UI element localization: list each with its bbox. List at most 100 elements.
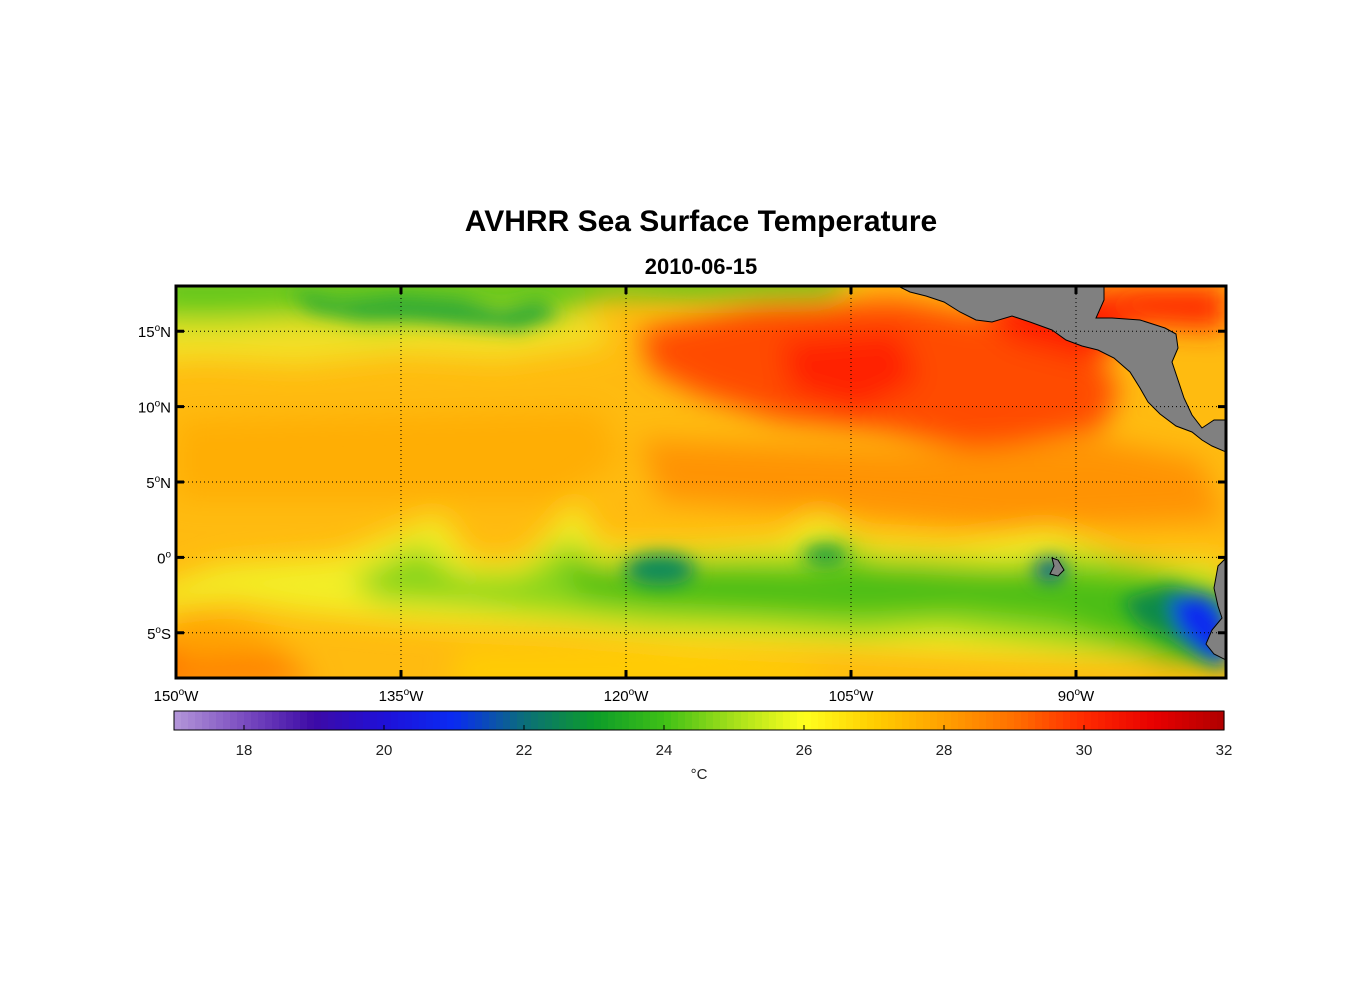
colorbar-swatch <box>1168 711 1176 730</box>
colorbar-swatch <box>1007 711 1015 730</box>
colorbar-swatch <box>1203 711 1211 730</box>
colorbar-tick-label: 32 <box>1216 742 1233 759</box>
colorbar-swatch <box>951 711 959 730</box>
colorbar-swatch <box>643 711 651 730</box>
colorbar-swatch <box>986 711 994 730</box>
colorbar-swatch <box>783 711 791 730</box>
colorbar-swatch <box>524 711 532 730</box>
colorbar-swatch <box>475 711 483 730</box>
colorbar-swatch <box>244 711 252 730</box>
colorbar-swatch <box>370 711 378 730</box>
colorbar-swatch <box>993 711 1001 730</box>
colorbar-swatch <box>1063 711 1071 730</box>
colorbar-swatch <box>237 711 245 730</box>
colorbar-swatch <box>622 711 630 730</box>
colorbar-swatch <box>461 711 469 730</box>
colorbar-frame <box>173 710 1225 731</box>
colorbar-swatch <box>1105 711 1113 730</box>
colorbar-swatch <box>916 711 924 730</box>
colorbar-swatch <box>559 711 567 730</box>
lat-tick-label: 5oN <box>146 474 171 492</box>
colorbar-swatch <box>755 711 763 730</box>
colorbar-swatch <box>706 711 714 730</box>
colorbar-swatch <box>776 711 784 730</box>
colorbar-swatch <box>1175 711 1183 730</box>
colorbar-swatch <box>720 711 728 730</box>
colorbar-swatch <box>650 711 658 730</box>
colorbar-swatch <box>251 711 259 730</box>
colorbar-swatch <box>265 711 273 730</box>
colorbar-swatch <box>384 711 392 730</box>
colorbar-tick-label: 20 <box>376 742 393 759</box>
colorbar-swatch <box>1028 711 1036 730</box>
colorbar-swatch <box>1210 711 1218 730</box>
colorbar-swatch <box>181 711 189 730</box>
colorbar-swatch <box>307 711 315 730</box>
colorbar-swatch <box>230 711 238 730</box>
colorbar-swatch <box>1140 711 1148 730</box>
colorbar-swatch <box>867 711 875 730</box>
colorbar-swatch <box>965 711 973 730</box>
colorbar-swatch <box>636 711 644 730</box>
colorbar-swatch <box>811 711 819 730</box>
colorbar-swatch <box>1014 711 1022 730</box>
colorbar-swatch <box>608 711 616 730</box>
colorbar-swatch <box>846 711 854 730</box>
colorbar-swatch <box>853 711 861 730</box>
colorbar-swatch <box>377 711 385 730</box>
colorbar-swatch <box>1147 711 1155 730</box>
colorbar-swatch <box>657 711 665 730</box>
colorbar-tick-label: 28 <box>936 742 953 759</box>
colorbar-swatch <box>699 711 707 730</box>
colorbar-swatch <box>188 711 196 730</box>
colorbar-swatch <box>482 711 490 730</box>
colorbar-swatch <box>902 711 910 730</box>
colorbar <box>174 711 1225 730</box>
colorbar-swatch <box>531 711 539 730</box>
lon-tick-label: 120oW <box>604 687 650 705</box>
lon-tick-label: 150oW <box>154 687 200 705</box>
colorbar-swatch <box>888 711 896 730</box>
sst-field <box>176 286 1226 678</box>
colorbar-swatch <box>405 711 413 730</box>
colorbar-swatch <box>321 711 329 730</box>
colorbar-swatch <box>1182 711 1190 730</box>
colorbar-swatch <box>748 711 756 730</box>
colorbar-swatch <box>727 711 735 730</box>
colorbar-swatch <box>685 711 693 730</box>
colorbar-swatch <box>1161 711 1169 730</box>
colorbar-swatch <box>209 711 217 730</box>
colorbar-swatch <box>1133 711 1141 730</box>
colorbar-swatch <box>314 711 322 730</box>
colorbar-swatch <box>328 711 336 730</box>
colorbar-swatch <box>454 711 462 730</box>
colorbar-swatch <box>1070 711 1078 730</box>
colorbar-swatch <box>1098 711 1106 730</box>
colorbar-swatch <box>881 711 889 730</box>
colorbar-swatch <box>1217 711 1225 730</box>
colorbar-swatch <box>356 711 364 730</box>
colorbar-swatch <box>1084 711 1092 730</box>
colorbar-swatch <box>1189 711 1197 730</box>
colorbar-swatch <box>398 711 406 730</box>
colorbar-swatch <box>223 711 231 730</box>
colorbar-swatch <box>580 711 588 730</box>
colorbar-swatch <box>1126 711 1134 730</box>
colorbar-swatch <box>713 711 721 730</box>
colorbar-swatch <box>363 711 371 730</box>
map-frame <box>174 284 1228 680</box>
colorbar-swatch <box>419 711 427 730</box>
colorbar-swatch <box>790 711 798 730</box>
colorbar-swatch <box>664 711 672 730</box>
colorbar-swatch <box>426 711 434 730</box>
colorbar-swatch <box>1112 711 1120 730</box>
colorbar-swatch <box>1091 711 1099 730</box>
colorbar-swatch <box>825 711 833 730</box>
chart-title: AVHRR Sea Surface Temperature <box>464 205 938 238</box>
colorbar-swatch <box>860 711 868 730</box>
lat-tick-label: 5oS <box>147 625 171 643</box>
colorbar-swatch <box>279 711 287 730</box>
colorbar-swatch <box>1154 711 1162 730</box>
colorbar-swatch <box>447 711 455 730</box>
